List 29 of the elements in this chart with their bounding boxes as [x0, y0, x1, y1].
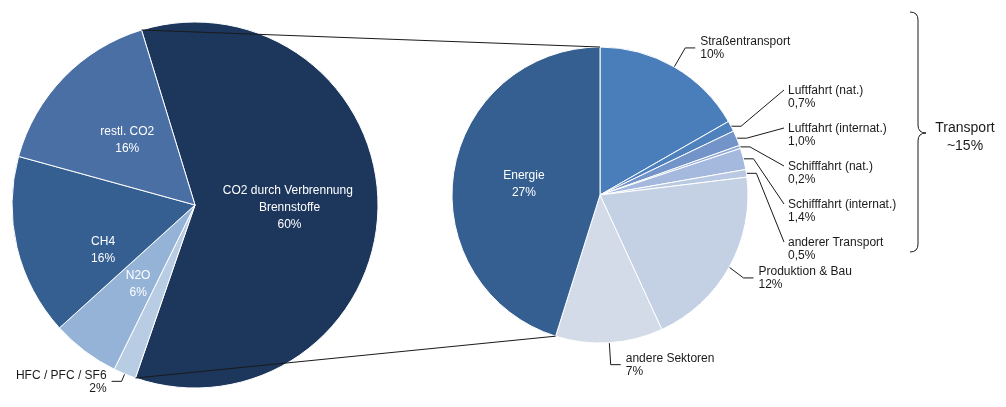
data-label: 27%: [511, 184, 537, 199]
data-label: 1,0%: [788, 133, 816, 148]
data-label: 0,2%: [788, 171, 816, 186]
data-label: 0,7%: [788, 95, 816, 110]
data-label: 6%: [129, 284, 148, 299]
slice-label: N2O: [125, 267, 151, 282]
slice-label: Energie: [503, 167, 545, 182]
data-label: 12%: [758, 277, 783, 292]
slice-label: CH4: [91, 233, 116, 248]
slice-label: HFC / PFC / SF6: [15, 367, 107, 382]
slice-label: andere Sektoren: [625, 351, 715, 366]
slice-label: restl. CO2: [100, 123, 155, 138]
slice-label: CO2 durch Verbrennung Brennstoffe: [222, 182, 357, 214]
slice-label: Produktion & Bau: [758, 264, 852, 279]
data-label: 10%: [700, 47, 725, 62]
slice-label: Schifffahrt (internat.): [788, 196, 897, 211]
data-label: 60%: [277, 216, 302, 231]
slice-label: anderer Transport: [788, 234, 885, 249]
slice-label: Schifffahrt (nat.): [788, 158, 873, 173]
data-label: 16%: [115, 140, 140, 155]
data-label: 16%: [91, 250, 116, 265]
slice-label: Straßentransport: [700, 34, 791, 49]
data-label: 7%: [625, 364, 644, 379]
data-label: 2%: [89, 380, 107, 395]
data-label: 0,5%: [788, 247, 816, 262]
text: Transport ~15%: [934, 118, 996, 154]
slice-label: Luftfahrt (internat.): [788, 120, 887, 135]
slice-label: Luftfahrt (nat.): [788, 82, 864, 97]
data-label: 1,4%: [788, 209, 816, 224]
